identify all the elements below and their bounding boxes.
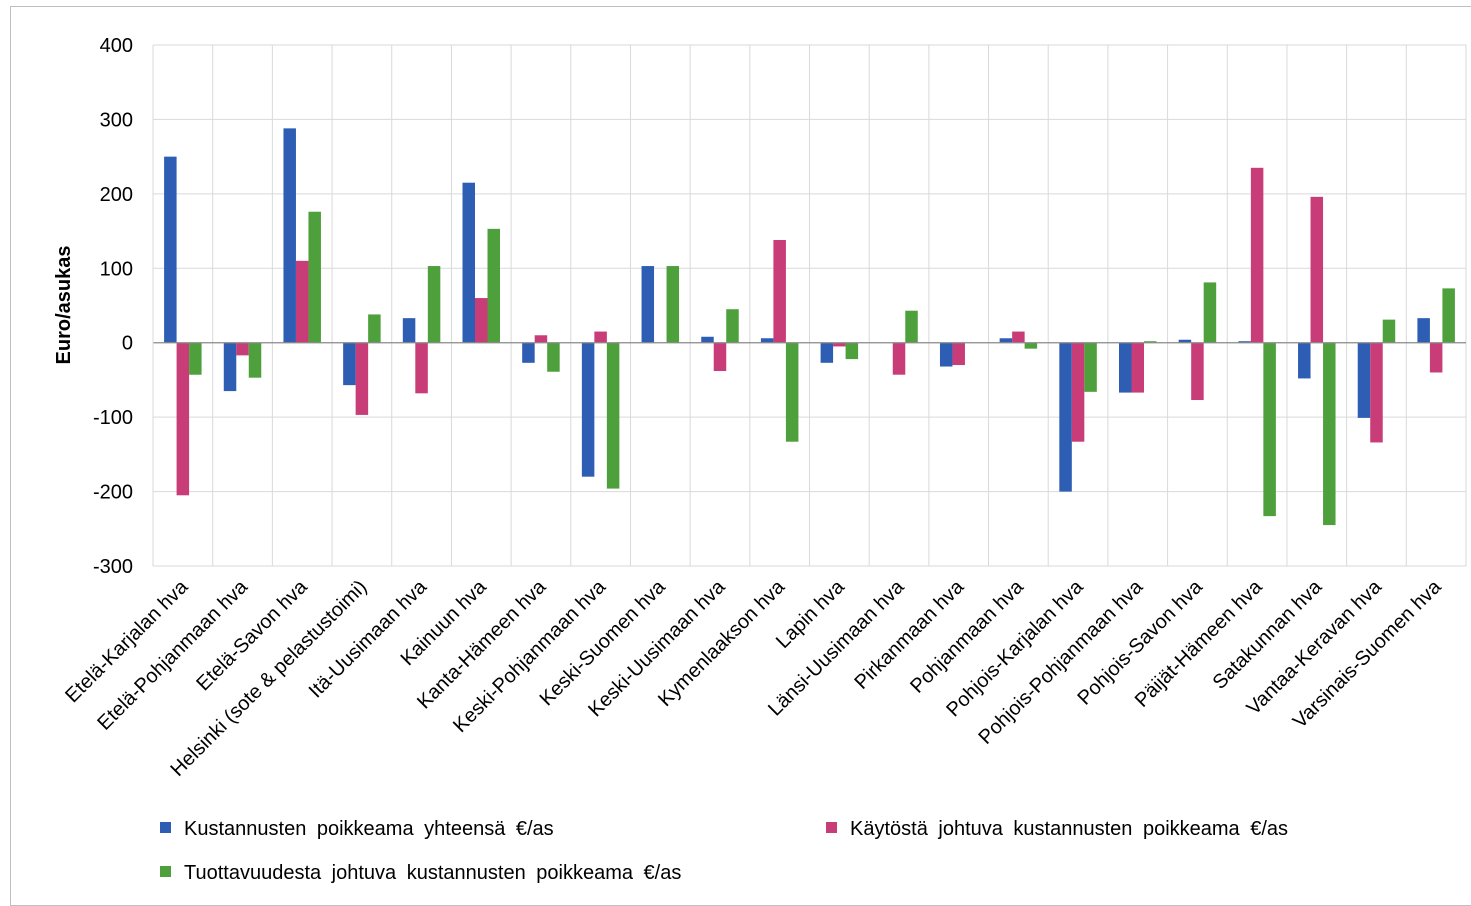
- bar-series-1: [820, 342, 834, 363]
- bar-series-2: [534, 335, 548, 343]
- bar-series-3: [427, 266, 441, 343]
- y-tick-label: 300: [100, 109, 133, 131]
- bar-series-3: [845, 342, 859, 360]
- x-tick-label: Satakunnan hva: [1209, 575, 1327, 693]
- bar-series-3: [1323, 342, 1336, 526]
- y-tick-label: 100: [100, 258, 133, 280]
- bar-series-2: [415, 342, 428, 394]
- bar-series-2: [833, 342, 846, 347]
- y-tick-label: -100: [93, 407, 133, 429]
- bar-series-2: [892, 342, 906, 375]
- y-axis-label: Euro/asukas: [53, 246, 75, 365]
- bar-series-3: [726, 309, 739, 343]
- bar-series-2: [1191, 342, 1204, 401]
- bar-series-1: [283, 128, 296, 343]
- bar-series-1: [1357, 342, 1371, 418]
- bar-series-2: [773, 240, 786, 343]
- bar-series-3: [785, 342, 799, 442]
- bar-series-1: [164, 156, 177, 343]
- bar-series-1: [939, 342, 953, 367]
- x-tick-label: Pirkanmaan hva: [850, 575, 968, 693]
- bar-series-1: [701, 336, 714, 343]
- bar-series-1: [1119, 342, 1132, 393]
- bar-series-3: [1024, 342, 1038, 349]
- bar-series-3: [905, 310, 918, 343]
- bar-series-2: [295, 260, 309, 343]
- bar-series-2: [236, 342, 249, 356]
- bar-series-1: [1059, 342, 1072, 492]
- legend-label: Kustannusten poikkeama yhteensä €/as: [184, 818, 554, 840]
- bar-series-2: [1429, 342, 1443, 373]
- legend-swatch: [160, 822, 171, 833]
- bar-series-2: [952, 342, 965, 366]
- y-tick-label: 200: [100, 184, 133, 206]
- legend: Kustannusten poikkeama yhteensä €/as Käyt…: [160, 818, 1288, 884]
- legend-swatch: [160, 866, 171, 877]
- bar-series-3: [547, 342, 560, 372]
- bar-series-1: [402, 318, 416, 343]
- bar-series-3: [248, 342, 262, 378]
- bar-series-1: [343, 342, 356, 386]
- bar-series-3: [1442, 288, 1455, 343]
- bar-series-1: [581, 342, 595, 477]
- bar-series-1: [1238, 341, 1251, 343]
- y-tick-label: -200: [93, 482, 133, 504]
- bar-series-2: [1310, 196, 1324, 343]
- bar-series-1: [1417, 318, 1430, 343]
- bar-series-3: [308, 211, 321, 343]
- bar-series-3: [1203, 282, 1217, 343]
- bar-series-2: [1250, 167, 1264, 343]
- x-tick-label: Etelä-Savon hva: [192, 575, 312, 695]
- bar-series-2: [355, 342, 369, 415]
- bar-series-1: [1178, 339, 1192, 343]
- y-tick-label: 400: [100, 35, 133, 57]
- bar-series-3: [1263, 342, 1276, 517]
- bar-series-2: [1131, 342, 1144, 393]
- bar-series-2: [1370, 342, 1383, 443]
- bar-series-3: [1084, 342, 1097, 392]
- bar-series-2: [713, 342, 727, 371]
- bars: [164, 128, 1455, 526]
- bar-series-1: [760, 338, 774, 343]
- y-tick-label: -300: [93, 556, 133, 578]
- bar-series-1: [522, 342, 535, 363]
- bar-series-1: [1298, 342, 1311, 379]
- bar-series-3: [487, 228, 500, 343]
- bar-series-2: [1071, 342, 1085, 442]
- legend-swatch: [826, 822, 837, 833]
- bar-series-2: [176, 342, 190, 496]
- bar-series-3: [666, 266, 680, 343]
- bar-series-3: [1382, 319, 1396, 343]
- legend-label: Tuottavuudesta johtuva kustannusten poik…: [184, 862, 681, 884]
- bar-series-3: [189, 342, 202, 375]
- bar-series-1: [641, 266, 655, 343]
- bar-series-3: [368, 314, 381, 343]
- bar-series-1: [223, 342, 237, 392]
- bar-series-2: [1012, 331, 1025, 343]
- legend-label: Käytöstä johtuva kustannusten poikkeama …: [850, 818, 1288, 840]
- bar-series-3: [1144, 341, 1157, 343]
- y-tick-label: 0: [122, 333, 133, 355]
- bar-series-1: [462, 182, 475, 343]
- bar-series-3: [606, 342, 620, 489]
- bar-series-1: [999, 338, 1013, 343]
- bar-series-2: [475, 298, 488, 343]
- bar-series-2: [594, 331, 607, 343]
